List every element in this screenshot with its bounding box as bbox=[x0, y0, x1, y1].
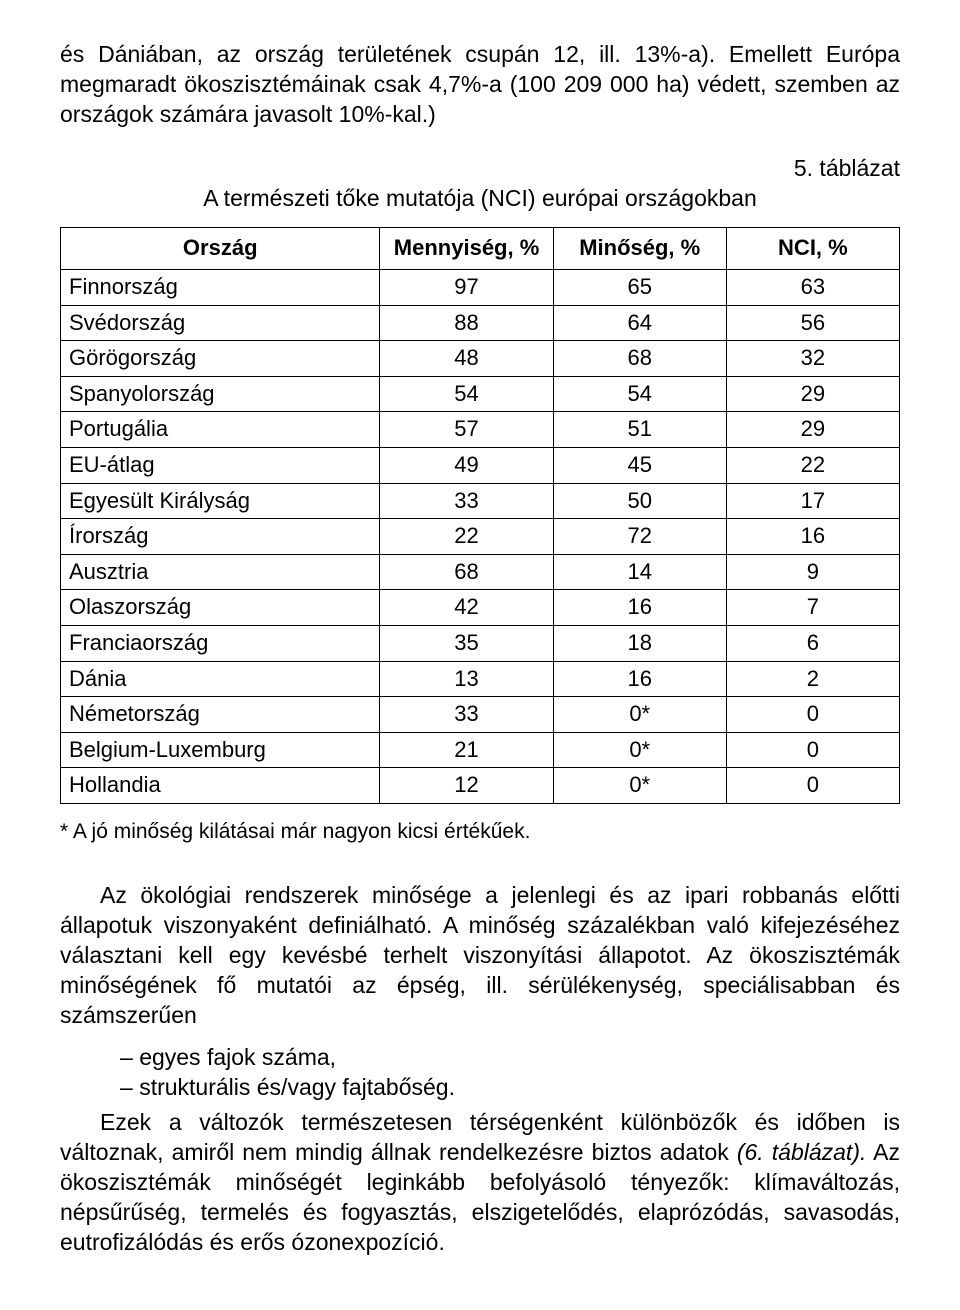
cell-country: Írország bbox=[61, 519, 380, 555]
cell-value: 0* bbox=[553, 732, 726, 768]
cell-value: 88 bbox=[380, 305, 553, 341]
table-row: Dánia13162 bbox=[61, 661, 900, 697]
cell-value: 0* bbox=[553, 697, 726, 733]
col-country: Ország bbox=[61, 228, 380, 270]
cell-value: 97 bbox=[380, 270, 553, 306]
table-row: Belgium-Luxemburg210*0 bbox=[61, 732, 900, 768]
table-footnote: * A jó minőség kilátásai már nagyon kics… bbox=[60, 818, 900, 845]
cell-value: 33 bbox=[380, 483, 553, 519]
table-header-row: Ország Mennyiség, % Minőség, % NCI, % bbox=[61, 228, 900, 270]
col-nci: NCI, % bbox=[726, 228, 899, 270]
cell-country: Portugália bbox=[61, 412, 380, 448]
cell-value: 45 bbox=[553, 448, 726, 484]
cell-value: 0 bbox=[726, 697, 899, 733]
cell-value: 7 bbox=[726, 590, 899, 626]
cell-country: Hollandia bbox=[61, 768, 380, 804]
cell-value: 68 bbox=[553, 341, 726, 377]
cell-value: 18 bbox=[553, 625, 726, 661]
cell-value: 22 bbox=[726, 448, 899, 484]
cell-value: 33 bbox=[380, 697, 553, 733]
cell-country: Németország bbox=[61, 697, 380, 733]
table-row: Finnország976563 bbox=[61, 270, 900, 306]
cell-value: 68 bbox=[380, 554, 553, 590]
col-quality: Minőség, % bbox=[553, 228, 726, 270]
cell-value: 54 bbox=[553, 376, 726, 412]
cell-value: 0 bbox=[726, 768, 899, 804]
cell-value: 51 bbox=[553, 412, 726, 448]
table-row: Görögország486832 bbox=[61, 341, 900, 377]
cell-value: 13 bbox=[380, 661, 553, 697]
cell-value: 0 bbox=[726, 732, 899, 768]
table-row: Olaszország42167 bbox=[61, 590, 900, 626]
col-quantity: Mennyiség, % bbox=[380, 228, 553, 270]
cell-value: 64 bbox=[553, 305, 726, 341]
cell-value: 65 bbox=[553, 270, 726, 306]
intro-paragraph: és Dániában, az ország területének csupá… bbox=[60, 40, 900, 130]
cell-country: Dánia bbox=[61, 661, 380, 697]
table-number-label: 5. táblázat bbox=[794, 154, 900, 184]
table-row: Írország227216 bbox=[61, 519, 900, 555]
cell-country: Spanyolország bbox=[61, 376, 380, 412]
cell-country: Ausztria bbox=[61, 554, 380, 590]
cell-value: 48 bbox=[380, 341, 553, 377]
cell-value: 49 bbox=[380, 448, 553, 484]
cell-value: 35 bbox=[380, 625, 553, 661]
table-ref: (6. táblázat). bbox=[737, 1139, 867, 1165]
cell-country: Svédország bbox=[61, 305, 380, 341]
cell-value: 56 bbox=[726, 305, 899, 341]
body-paragraph-2: Az ökológiai rendszerek minősége a jelen… bbox=[60, 881, 900, 1030]
cell-value: 72 bbox=[553, 519, 726, 555]
cell-value: 2 bbox=[726, 661, 899, 697]
cell-value: 42 bbox=[380, 590, 553, 626]
bullet-list: egyes fajok száma, strukturális és/vagy … bbox=[60, 1043, 900, 1103]
cell-value: 16 bbox=[726, 519, 899, 555]
cell-value: 29 bbox=[726, 412, 899, 448]
list-item: strukturális és/vagy fajtabőség. bbox=[120, 1073, 900, 1103]
table-row: Hollandia120*0 bbox=[61, 768, 900, 804]
cell-value: 16 bbox=[553, 661, 726, 697]
table-row: Franciaország35186 bbox=[61, 625, 900, 661]
cell-value: 14 bbox=[553, 554, 726, 590]
cell-country: Egyesült Királyság bbox=[61, 483, 380, 519]
table-row: Svédország886456 bbox=[61, 305, 900, 341]
table-caption: A természeti tőke mutatója (NCI) európai… bbox=[60, 184, 900, 214]
cell-value: 32 bbox=[726, 341, 899, 377]
list-item: egyes fajok száma, bbox=[120, 1043, 900, 1073]
table-row: Spanyolország545429 bbox=[61, 376, 900, 412]
cell-value: 12 bbox=[380, 768, 553, 804]
nci-table: Ország Mennyiség, % Minőség, % NCI, % Fi… bbox=[60, 227, 900, 804]
cell-value: 0* bbox=[553, 768, 726, 804]
cell-value: 57 bbox=[380, 412, 553, 448]
cell-country: Olaszország bbox=[61, 590, 380, 626]
body-paragraph-3: Ezek a változók természetesen térségenké… bbox=[60, 1108, 900, 1257]
cell-value: 29 bbox=[726, 376, 899, 412]
cell-value: 17 bbox=[726, 483, 899, 519]
cell-value: 16 bbox=[553, 590, 726, 626]
cell-value: 54 bbox=[380, 376, 553, 412]
cell-value: 21 bbox=[380, 732, 553, 768]
cell-value: 6 bbox=[726, 625, 899, 661]
cell-country: Franciaország bbox=[61, 625, 380, 661]
table-row: Portugália575129 bbox=[61, 412, 900, 448]
cell-country: EU-átlag bbox=[61, 448, 380, 484]
cell-country: Görögország bbox=[61, 341, 380, 377]
cell-country: Belgium-Luxemburg bbox=[61, 732, 380, 768]
cell-country: Finnország bbox=[61, 270, 380, 306]
cell-value: 50 bbox=[553, 483, 726, 519]
cell-value: 9 bbox=[726, 554, 899, 590]
cell-value: 63 bbox=[726, 270, 899, 306]
cell-value: 22 bbox=[380, 519, 553, 555]
table-row: Ausztria68149 bbox=[61, 554, 900, 590]
table-row: EU-átlag494522 bbox=[61, 448, 900, 484]
table-row: Egyesült Királyság335017 bbox=[61, 483, 900, 519]
table-row: Németország330*0 bbox=[61, 697, 900, 733]
